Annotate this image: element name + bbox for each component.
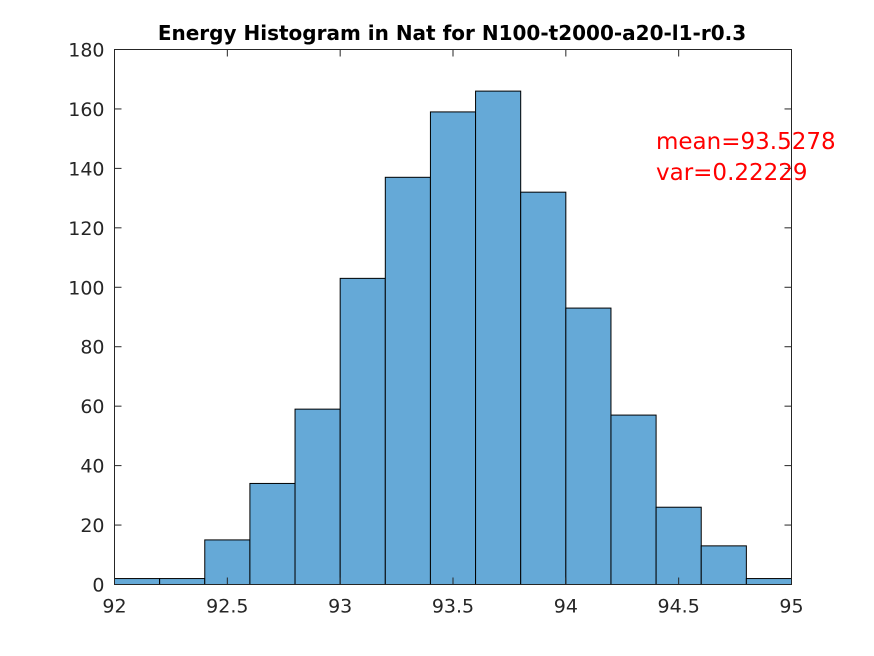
histogram-bar [294, 408, 341, 585]
histogram-bar [745, 578, 792, 585]
x-tick-label: 92 [102, 596, 126, 618]
histogram-bar [429, 111, 477, 586]
y-axis: 0 20 40 60 80 100 120 140 160 180 [68, 40, 792, 597]
histogram-bar [655, 506, 702, 586]
histogram-bar [339, 277, 386, 585]
y-tick-label: 160 [68, 99, 104, 121]
y-tick-label: 80 [80, 337, 104, 359]
y-tick-label: 180 [68, 40, 104, 62]
y-tick-label: 0 [92, 575, 104, 597]
x-tick-label: 93 [328, 596, 352, 618]
x-tick-label: 94 [554, 596, 578, 618]
histogram-bar [475, 90, 522, 585]
histogram-bar [204, 539, 251, 586]
x-tick-label: 95 [779, 596, 803, 618]
y-tick-label: 120 [68, 218, 104, 240]
y-tick-label: 100 [68, 277, 104, 299]
histogram-bar [520, 191, 567, 586]
x-tick-label: 94.5 [658, 596, 700, 618]
y-tick-label: 60 [80, 396, 104, 418]
histogram-bar [159, 578, 206, 585]
annotation-var: var=0.22229 [656, 160, 808, 186]
histogram-bar [249, 482, 296, 586]
histogram-bar [565, 307, 612, 585]
plot-frame [114, 49, 792, 585]
histogram-bar [610, 414, 657, 586]
bars-group [114, 90, 792, 586]
histogram-bar [700, 545, 747, 585]
y-tick-label: 40 [80, 456, 104, 478]
annotation-mean: mean=93.5278 [656, 129, 836, 155]
histogram-bar [384, 176, 431, 586]
y-tick-label: 140 [68, 158, 104, 180]
histogram-bar [114, 578, 161, 585]
x-tick-label: 92.5 [206, 596, 248, 618]
chart-title: Energy Histogram in Nat for N100-t2000-a… [158, 21, 746, 45]
y-tick-label: 20 [80, 515, 104, 537]
x-axis: 92 92.5 93 93.5 94 94.5 95 [102, 49, 804, 618]
x-tick-label: 93.5 [432, 596, 474, 618]
